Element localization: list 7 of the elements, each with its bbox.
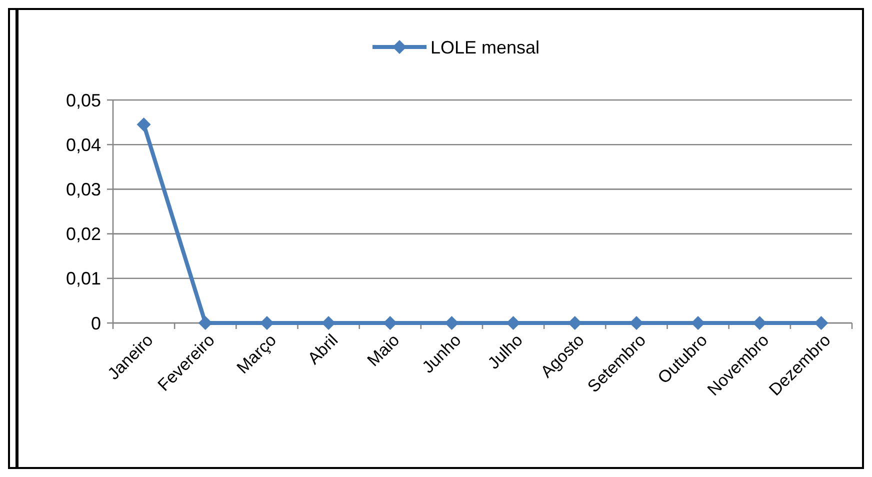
y-tick-label: 0,05 xyxy=(66,90,101,110)
y-tick-label: 0,01 xyxy=(66,268,101,289)
y-tick-label: 0,03 xyxy=(66,180,101,200)
legend-label: LOLE mensal xyxy=(430,37,540,58)
y-tick-label: 0,02 xyxy=(66,224,101,244)
y-tick-label: 0 xyxy=(90,313,101,334)
y-tick-label: 0,04 xyxy=(66,134,101,155)
